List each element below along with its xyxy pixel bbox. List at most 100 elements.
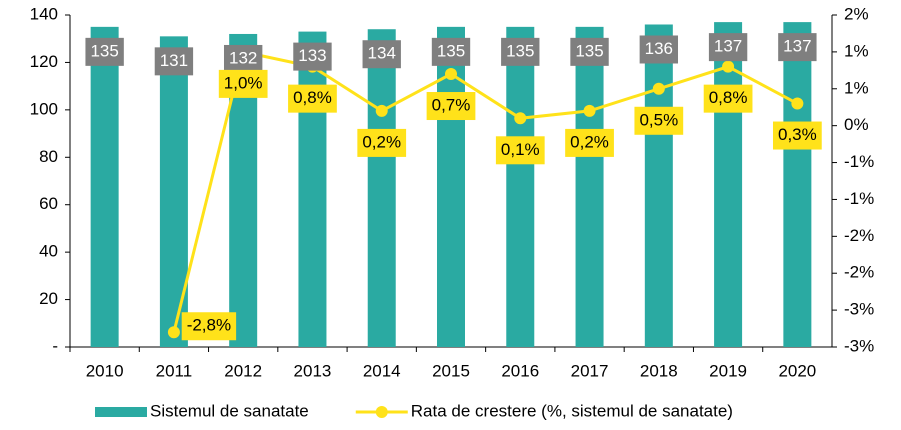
line-label-text: 0,5% bbox=[639, 110, 678, 129]
bar-label: 135 bbox=[85, 37, 124, 66]
bar-label: 136 bbox=[639, 35, 679, 64]
line-label: 0,2% bbox=[357, 128, 407, 157]
x-tick-label: 2011 bbox=[156, 361, 193, 380]
y-tick-label: 20 bbox=[39, 289, 58, 308]
line-label: 0,1% bbox=[495, 136, 545, 165]
line-point bbox=[652, 82, 665, 95]
bar-label-box bbox=[639, 35, 679, 64]
legend-label: Sistemul de sanatate bbox=[150, 401, 309, 420]
line-label-box bbox=[495, 136, 545, 165]
y-tick-label: 40 bbox=[39, 242, 58, 261]
y2-tick-label: 0% bbox=[844, 115, 869, 134]
y2-tick-label: -1% bbox=[844, 189, 874, 208]
bar-label-box bbox=[431, 37, 471, 66]
x-tick-label: 2018 bbox=[640, 361, 678, 380]
line-label-text: 0,2% bbox=[570, 132, 609, 151]
bar-label-box bbox=[223, 44, 263, 73]
x-tick-label: 2020 bbox=[778, 361, 816, 380]
x-tick-label: 2013 bbox=[294, 361, 332, 380]
bar-label: 132 bbox=[223, 44, 263, 73]
y-tick-label: 120 bbox=[30, 52, 58, 71]
bar-label-box bbox=[570, 37, 609, 66]
line-point bbox=[514, 112, 527, 125]
line-label: 0,7% bbox=[426, 92, 476, 121]
line-point bbox=[722, 60, 735, 73]
x-tick-label: 2016 bbox=[501, 361, 539, 380]
bar-label-text: 135 bbox=[506, 41, 534, 60]
y-tick-label: 100 bbox=[30, 99, 58, 118]
line-label: 0,5% bbox=[634, 106, 684, 135]
bar-label-box bbox=[154, 47, 194, 76]
line-label-text: 0,8% bbox=[293, 88, 332, 107]
y-tick-label: 80 bbox=[39, 147, 58, 166]
legend-swatch bbox=[95, 407, 147, 417]
bar-label: 135 bbox=[570, 37, 609, 66]
bar-label-text: 133 bbox=[298, 46, 326, 65]
x-tick-label: 2017 bbox=[571, 361, 609, 380]
x-tick-label: 2012 bbox=[224, 361, 262, 380]
line-point bbox=[375, 104, 388, 117]
bar-label-box bbox=[708, 33, 748, 62]
line-label-box bbox=[565, 128, 614, 157]
bar-label-text: 132 bbox=[229, 48, 257, 67]
line-label-text: 0,8% bbox=[709, 88, 748, 107]
line-label-text: 0,2% bbox=[362, 132, 401, 151]
x-tick-label: 2010 bbox=[86, 361, 124, 380]
bar-label-box bbox=[778, 33, 817, 62]
bar-label: 134 bbox=[362, 40, 401, 69]
bar-label-box bbox=[85, 37, 124, 66]
line-point bbox=[167, 326, 180, 339]
line-label-text: 0,7% bbox=[432, 96, 471, 115]
bar bbox=[90, 26, 119, 347]
x-tick-label: 2019 bbox=[709, 361, 747, 380]
bar-label-text: 135 bbox=[575, 41, 603, 60]
line-label-box bbox=[218, 69, 268, 98]
bar-label: 137 bbox=[708, 33, 748, 62]
line-label-text: 0,3% bbox=[778, 125, 817, 144]
line-label-box bbox=[772, 121, 822, 150]
bar-label-box bbox=[293, 42, 332, 71]
bar-label: 135 bbox=[431, 37, 471, 66]
line-label-box bbox=[426, 92, 476, 121]
x-tick-label: 2014 bbox=[363, 361, 401, 380]
line-label: 0,8% bbox=[703, 84, 753, 113]
bar-label-box bbox=[362, 40, 401, 69]
y2-tick-label: -3% bbox=[844, 300, 874, 319]
bar bbox=[783, 22, 812, 347]
bar-label: 131 bbox=[154, 47, 194, 76]
y2-tick-label: -2% bbox=[844, 263, 874, 282]
bar bbox=[714, 22, 743, 347]
x-tick-label: 2015 bbox=[432, 361, 470, 380]
bar-label: 133 bbox=[293, 42, 332, 71]
y2-tick-label: -3% bbox=[844, 336, 874, 355]
line bbox=[172, 50, 799, 333]
line-point bbox=[791, 97, 804, 110]
bar-label-text: 137 bbox=[783, 37, 811, 56]
y2-tick-label: -2% bbox=[844, 226, 874, 245]
legend-swatch-point bbox=[375, 406, 388, 418]
line-point bbox=[583, 104, 596, 117]
y2-tick-label: -1% bbox=[844, 152, 874, 171]
y-tick-label: 60 bbox=[39, 194, 58, 213]
line-label-text: 1,0% bbox=[224, 73, 263, 92]
bar-label-text: 131 bbox=[160, 51, 188, 70]
bar-label-text: 135 bbox=[90, 41, 118, 60]
line-label: 0,2% bbox=[565, 128, 614, 157]
bar-label: 135 bbox=[501, 37, 540, 66]
bar bbox=[575, 26, 604, 347]
line-label-box bbox=[703, 84, 753, 113]
bar-label-text: 136 bbox=[645, 39, 673, 58]
line-label-text: -2,8% bbox=[187, 316, 231, 335]
bar bbox=[159, 36, 188, 347]
bar bbox=[506, 26, 535, 347]
line-label: 0,3% bbox=[772, 121, 822, 150]
line-label-box bbox=[634, 106, 684, 135]
bar-label: 137 bbox=[778, 33, 817, 62]
line-label-box bbox=[288, 84, 337, 113]
legend-label: Rata de crestere (%, sistemul de sanatat… bbox=[411, 401, 733, 420]
y2-tick-label: 1% bbox=[844, 41, 869, 60]
line-label: -2,8% bbox=[181, 312, 237, 341]
y-tick-label: - bbox=[52, 336, 58, 355]
bar bbox=[298, 31, 327, 347]
